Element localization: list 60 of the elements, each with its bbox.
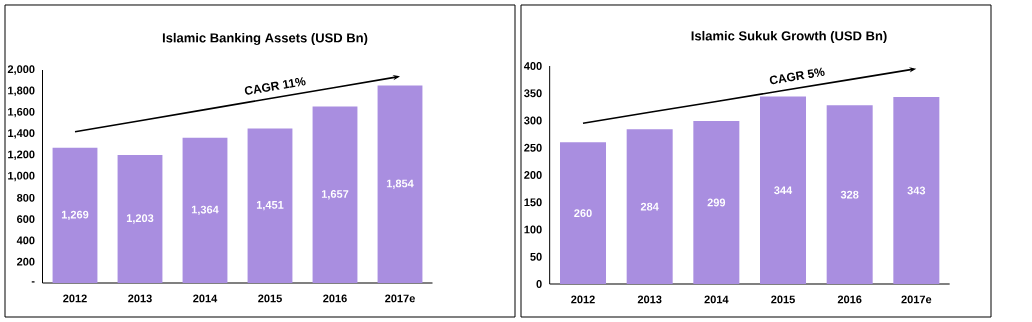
y-tick-label: 150 — [524, 198, 542, 207]
bar — [247, 128, 293, 283]
x-tick-label: 2015 — [771, 295, 795, 304]
annotation: CAGR 5% — [769, 67, 825, 85]
data-label: 260 — [574, 209, 592, 218]
x-tick-label: 2012 — [63, 294, 87, 303]
data-label: 344 — [774, 186, 793, 195]
x-tick-label: 2014 — [193, 294, 218, 303]
y-tick-label: - — [31, 281, 35, 283]
data-label: 299 — [707, 198, 726, 207]
y-tick-label: 50 — [530, 252, 542, 261]
y-tick-label: 1,400 — [8, 129, 35, 139]
bar — [893, 97, 940, 284]
bar — [826, 105, 873, 284]
x-tick-label: 2016 — [323, 294, 347, 303]
chart-title: Islamic Sukuk Growth (USD Bn) — [691, 30, 887, 44]
annotation: CAGR 11% — [244, 77, 306, 95]
bar — [52, 147, 98, 283]
y-tick-label: 600 — [17, 215, 35, 223]
y-tick-label: 1,000 — [8, 171, 35, 182]
x-tick-label: 2013 — [128, 294, 152, 303]
y-tick-label: 800 — [16, 193, 35, 202]
data-label: 1,203 — [126, 214, 154, 224]
y-tick-label: 400 — [16, 236, 35, 245]
bar — [693, 121, 740, 284]
x-tick-label: 2012 — [571, 295, 595, 304]
x-tick-label: 2013 — [637, 295, 662, 304]
x-tick-label: 2014 — [704, 295, 729, 304]
bar — [760, 96, 807, 284]
bar — [377, 85, 423, 283]
data-label: 328 — [840, 190, 859, 199]
y-tick-label: 100 — [524, 225, 542, 234]
bar — [626, 129, 673, 284]
data-label: 1,657 — [321, 190, 349, 200]
bar — [312, 106, 358, 283]
x-tick-label: 2017e — [385, 294, 415, 303]
y-tick-label: 200 — [524, 171, 542, 179]
data-label: 284 — [640, 202, 659, 211]
y-tick-label: 1,200 — [8, 150, 35, 160]
y-tick-label: 1,600 — [8, 107, 35, 118]
y-tick-label: 250 — [524, 143, 542, 152]
data-label: 1,451 — [256, 201, 284, 211]
data-label: 1,364 — [191, 205, 219, 216]
data-label: 1,269 — [61, 210, 89, 221]
y-tick-label: 2,000 — [7, 65, 35, 75]
x-tick-label: 2017e — [901, 295, 932, 304]
chart-title: Islamic Banking Assets (USD Bn) — [162, 32, 368, 46]
bar — [560, 142, 607, 284]
bar — [182, 137, 228, 283]
data-label: 343 — [907, 186, 926, 195]
x-tick-label: 2016 — [837, 295, 862, 304]
y-tick-label: 1,800 — [8, 86, 35, 96]
bar — [117, 154, 163, 283]
x-tick-label: 2015 — [258, 294, 282, 303]
data-label: 1,854 — [386, 179, 414, 189]
y-tick-label: 300 — [524, 116, 542, 125]
y-tick-label: 200 — [17, 257, 35, 266]
y-tick-label: 0 — [536, 280, 542, 288]
y-tick-label: 400 — [523, 62, 542, 70]
y-tick-label: 350 — [524, 89, 542, 98]
